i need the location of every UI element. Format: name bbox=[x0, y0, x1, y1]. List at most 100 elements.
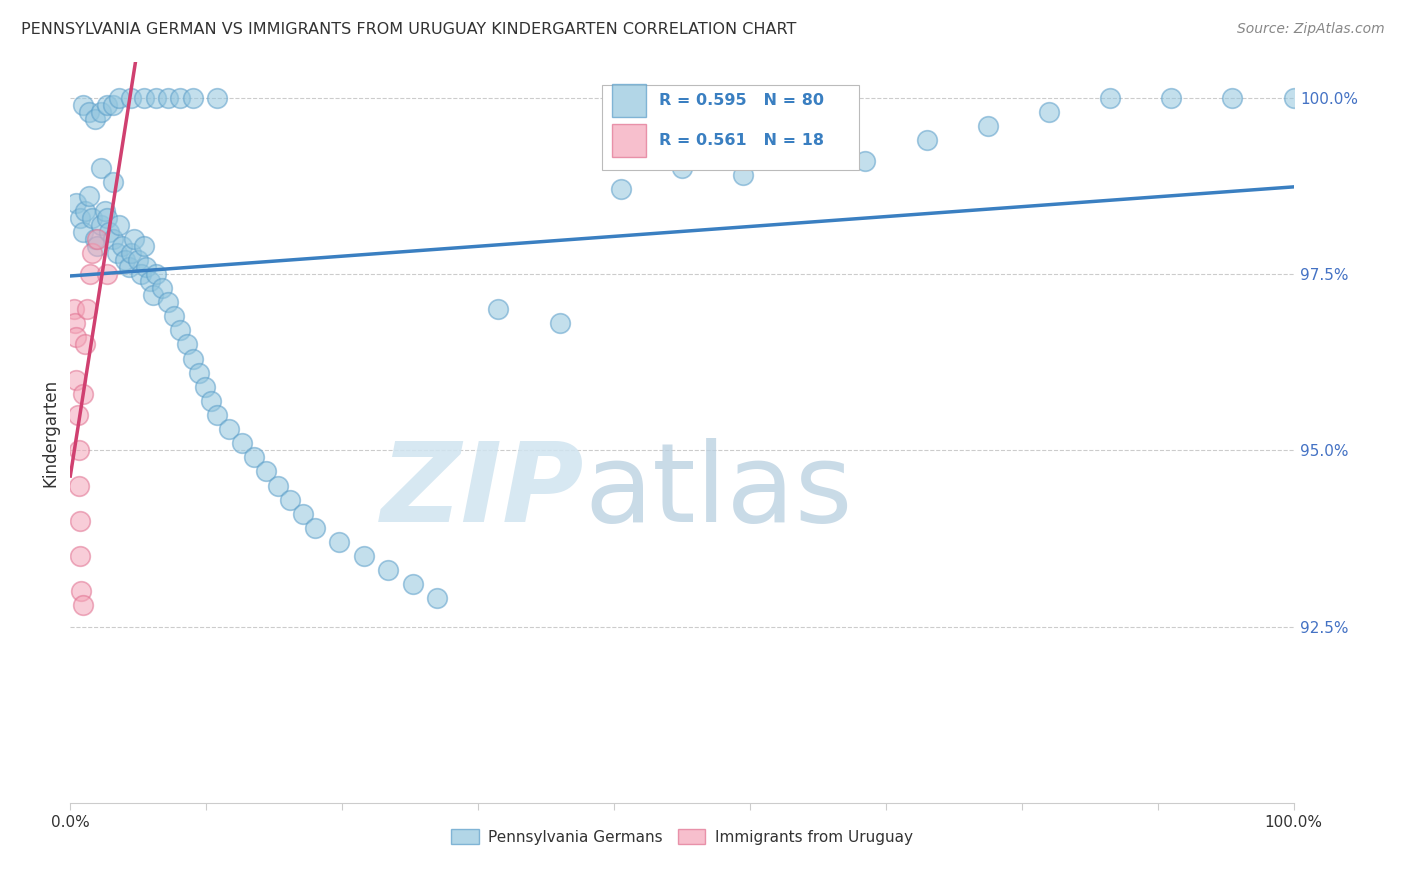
FancyBboxPatch shape bbox=[602, 85, 859, 169]
Point bbox=[157, 295, 180, 310]
Point bbox=[129, 267, 152, 281]
Point bbox=[73, 203, 96, 218]
Point bbox=[610, 182, 633, 196]
Text: R = 0.595   N = 80: R = 0.595 N = 80 bbox=[658, 93, 824, 108]
FancyBboxPatch shape bbox=[612, 124, 647, 157]
Point bbox=[114, 252, 136, 267]
Text: R = 0.561   N = 18: R = 0.561 N = 18 bbox=[658, 133, 824, 148]
Text: PENNSYLVANIA GERMAN VS IMMIGRANTS FROM URUGUAY KINDERGARTEN CORRELATION CHART: PENNSYLVANIA GERMAN VS IMMIGRANTS FROM U… bbox=[21, 22, 796, 37]
Point bbox=[93, 203, 115, 218]
Point bbox=[65, 373, 87, 387]
Point bbox=[157, 91, 180, 105]
Point bbox=[72, 97, 94, 112]
Point bbox=[855, 154, 877, 169]
Point bbox=[67, 443, 90, 458]
Point bbox=[121, 91, 143, 105]
Point bbox=[65, 196, 87, 211]
Point bbox=[63, 302, 86, 317]
FancyBboxPatch shape bbox=[612, 84, 647, 117]
Point bbox=[77, 189, 100, 203]
Point bbox=[86, 239, 108, 253]
Point bbox=[402, 577, 425, 591]
Point bbox=[121, 245, 143, 260]
Point bbox=[90, 104, 112, 119]
Point bbox=[82, 211, 104, 225]
Point bbox=[108, 218, 131, 232]
Point bbox=[101, 175, 124, 189]
Point bbox=[63, 316, 86, 330]
Point bbox=[86, 232, 108, 246]
Point bbox=[254, 464, 277, 478]
Point bbox=[122, 232, 145, 246]
Point bbox=[66, 408, 89, 422]
Point bbox=[139, 274, 162, 288]
Point bbox=[548, 316, 571, 330]
Point bbox=[77, 104, 100, 119]
Point bbox=[132, 239, 155, 253]
Point bbox=[181, 91, 204, 105]
Point bbox=[205, 408, 228, 422]
Point bbox=[205, 91, 228, 105]
Point bbox=[1038, 104, 1060, 119]
Point bbox=[83, 232, 105, 246]
Point bbox=[426, 591, 449, 606]
Point bbox=[243, 450, 266, 465]
Point bbox=[142, 288, 165, 302]
Point bbox=[67, 478, 90, 492]
Point bbox=[132, 91, 155, 105]
Legend: Pennsylvania Germans, Immigrants from Uruguay: Pennsylvania Germans, Immigrants from Ur… bbox=[446, 822, 918, 851]
Point bbox=[98, 225, 121, 239]
Point bbox=[1282, 91, 1305, 105]
Point bbox=[82, 245, 104, 260]
Point bbox=[218, 422, 240, 436]
Point bbox=[105, 245, 128, 260]
Point bbox=[733, 168, 755, 182]
Point bbox=[304, 521, 326, 535]
Point bbox=[793, 147, 815, 161]
Point bbox=[291, 507, 314, 521]
Text: atlas: atlas bbox=[583, 438, 852, 545]
Point bbox=[76, 302, 98, 317]
Text: Source: ZipAtlas.com: Source: ZipAtlas.com bbox=[1237, 22, 1385, 37]
Point bbox=[353, 549, 375, 563]
Point bbox=[108, 91, 131, 105]
Point bbox=[231, 436, 253, 450]
Point bbox=[671, 161, 693, 176]
Point bbox=[976, 119, 998, 133]
Point bbox=[72, 599, 94, 613]
Point bbox=[90, 161, 112, 176]
Point bbox=[1160, 91, 1182, 105]
Point bbox=[101, 97, 124, 112]
Point bbox=[176, 337, 198, 351]
Point bbox=[488, 302, 510, 317]
Point bbox=[70, 584, 93, 599]
Point bbox=[65, 330, 87, 344]
Point bbox=[127, 252, 149, 267]
Point bbox=[69, 514, 91, 528]
Point bbox=[96, 211, 118, 225]
Point bbox=[73, 337, 96, 351]
Point bbox=[90, 218, 112, 232]
Point bbox=[96, 97, 118, 112]
Point bbox=[163, 310, 186, 324]
Point bbox=[328, 535, 350, 549]
Point bbox=[79, 267, 101, 281]
Point bbox=[150, 281, 173, 295]
Text: ZIP: ZIP bbox=[381, 438, 583, 545]
Point bbox=[72, 387, 94, 401]
Point bbox=[101, 232, 124, 246]
Point bbox=[145, 91, 167, 105]
Point bbox=[83, 112, 105, 126]
Point bbox=[135, 260, 157, 274]
Point bbox=[267, 478, 290, 492]
Point bbox=[96, 267, 118, 281]
Point bbox=[1220, 91, 1243, 105]
Point bbox=[169, 323, 191, 337]
Point bbox=[187, 366, 209, 380]
Point bbox=[200, 393, 222, 408]
Point bbox=[118, 260, 141, 274]
Point bbox=[181, 351, 204, 366]
Point bbox=[169, 91, 191, 105]
Point bbox=[194, 380, 217, 394]
Y-axis label: Kindergarten: Kindergarten bbox=[41, 378, 59, 487]
